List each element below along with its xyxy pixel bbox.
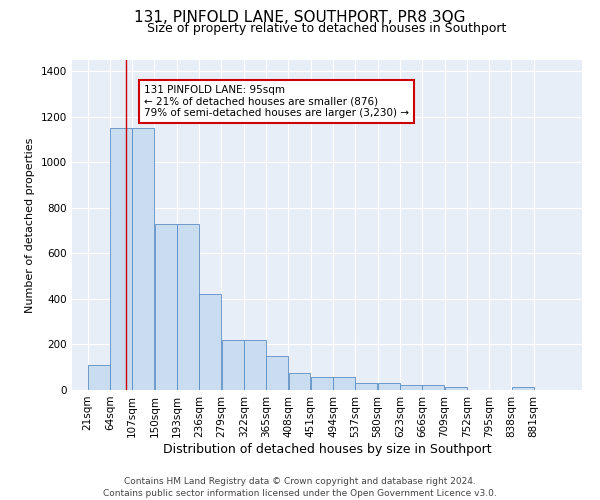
- Bar: [133, 128, 154, 390]
- Bar: [422, 386, 444, 390]
- Bar: [110, 128, 132, 390]
- Bar: [177, 224, 199, 390]
- Bar: [378, 383, 400, 390]
- Bar: [445, 388, 467, 390]
- Bar: [400, 386, 422, 390]
- Text: Contains HM Land Registry data © Crown copyright and database right 2024.
Contai: Contains HM Land Registry data © Crown c…: [103, 476, 497, 498]
- X-axis label: Distribution of detached houses by size in Southport: Distribution of detached houses by size …: [163, 442, 491, 456]
- Y-axis label: Number of detached properties: Number of detached properties: [25, 138, 35, 312]
- Title: Size of property relative to detached houses in Southport: Size of property relative to detached ho…: [148, 22, 506, 35]
- Text: 131 PINFOLD LANE: 95sqm
← 21% of detached houses are smaller (876)
79% of semi-d: 131 PINFOLD LANE: 95sqm ← 21% of detache…: [144, 85, 409, 118]
- Bar: [512, 388, 533, 390]
- Bar: [155, 224, 176, 390]
- Bar: [355, 383, 377, 390]
- Bar: [88, 365, 110, 390]
- Bar: [266, 356, 288, 390]
- Bar: [221, 340, 244, 390]
- Bar: [333, 378, 355, 390]
- Bar: [289, 373, 310, 390]
- Bar: [199, 294, 221, 390]
- Bar: [244, 340, 266, 390]
- Text: 131, PINFOLD LANE, SOUTHPORT, PR8 3QG: 131, PINFOLD LANE, SOUTHPORT, PR8 3QG: [134, 10, 466, 25]
- Bar: [311, 378, 333, 390]
